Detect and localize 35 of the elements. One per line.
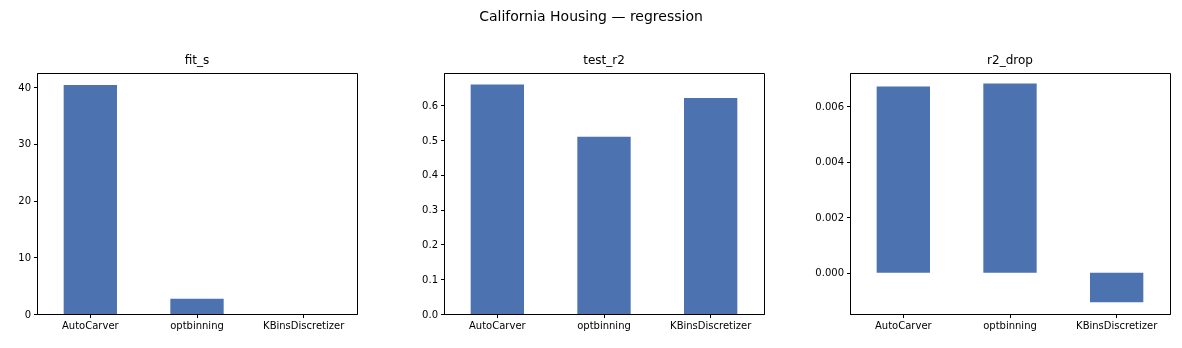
bar [577,136,631,314]
y-tick-label: 0.006 [815,100,844,112]
bar [684,98,738,314]
y-tick-label: 0.1 [422,273,438,285]
y-tick-label: 0.2 [422,238,438,250]
bar [876,86,930,273]
chart-title: test_r2 [583,53,625,67]
x-tick-label: optbinning [577,320,631,331]
bar [470,84,524,314]
y-tick-label: 30 [18,138,31,150]
chart-title: r2_drop [987,53,1033,67]
x-tick-label: AutoCarver [62,320,120,331]
y-tick-label: 0.5 [422,134,438,146]
y-tick-label: 0.004 [815,156,844,168]
y-tick-label: 10 [18,251,31,263]
y-tick-label: 0.0 [422,308,438,320]
x-tick-label: AutoCarver [875,320,933,331]
text: California Housing — regression [478,8,704,24]
y-tick-label: 0.000 [815,267,844,279]
y-tick-label: 0.3 [422,204,438,216]
x-tick-label: KBinsDiscretizer [263,320,346,331]
y-tick-label: 40 [18,81,31,93]
chart-title: fit_s [184,53,210,67]
y-tick-label: 0.002 [815,211,844,223]
bar [983,83,1037,273]
x-tick-label: AutoCarver [469,320,527,331]
y-tick-label: 20 [18,195,31,207]
x-tick-label: KBinsDiscretizer [1076,320,1159,331]
y-tick-label: 0.4 [422,169,438,181]
x-tick-label: optbinning [170,320,224,331]
x-tick-label: KBinsDiscretizer [670,320,753,331]
x-tick-label: optbinning [983,320,1037,331]
bar [1090,272,1144,303]
y-tick-label: 0.6 [422,99,438,111]
y-tick-label: 0 [24,308,31,320]
